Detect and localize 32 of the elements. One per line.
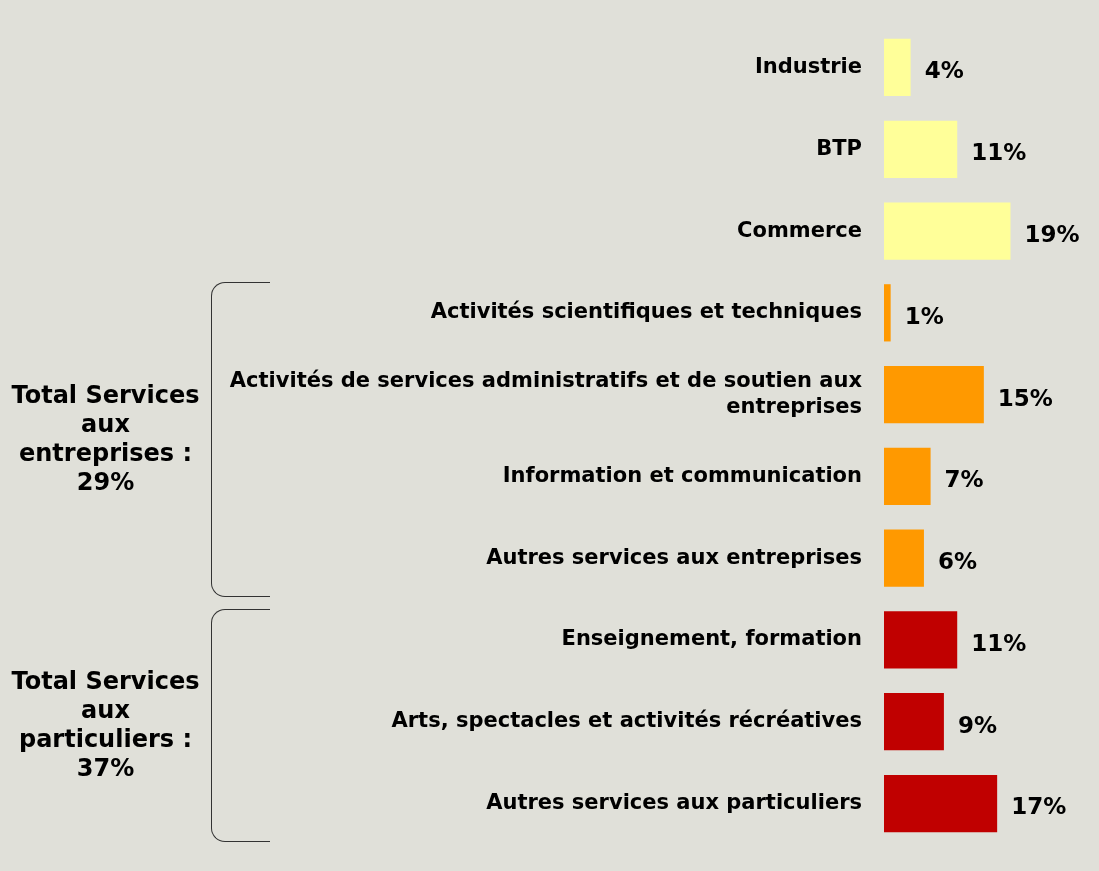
y-tick-label: Information et communication xyxy=(502,462,862,487)
data-label: 11% xyxy=(971,139,1027,166)
data-label: 19% xyxy=(1024,221,1080,248)
bar xyxy=(884,365,984,424)
bar xyxy=(884,202,1011,260)
y-tick-label: Industrie xyxy=(754,53,862,78)
bar xyxy=(884,774,998,833)
bar xyxy=(884,693,944,751)
data-label: 1% xyxy=(904,302,944,329)
bar xyxy=(884,529,924,587)
y-tick-label: Autres services aux entreprises xyxy=(486,544,862,569)
data-label: 15% xyxy=(997,384,1053,411)
y-tick-label: Autres services aux particuliers xyxy=(486,789,862,814)
data-label: 6% xyxy=(937,548,977,575)
bar xyxy=(884,447,931,506)
text: Total Services aux particuliers : 37% xyxy=(10,666,201,783)
data-label: 4% xyxy=(924,57,964,84)
bar xyxy=(884,284,891,342)
y-tick-label: Commerce xyxy=(737,217,862,242)
y-tick-label: Activités scientifiques et techniques xyxy=(430,299,862,324)
y-tick-label: Activités de services administratifs et de soutien aux entreprises xyxy=(229,368,863,418)
data-label: 7% xyxy=(944,466,984,493)
data-label: 11% xyxy=(971,629,1027,656)
y-tick-label: Arts, spectacles et activités récréatives xyxy=(391,708,862,733)
text: Total Services aux entreprises : 29% xyxy=(10,380,201,497)
y-tick-label: BTP xyxy=(816,135,862,160)
data-label: 17% xyxy=(1011,793,1067,820)
y-tick-label: Enseignement, formation xyxy=(561,626,862,651)
bar xyxy=(884,120,958,178)
data-label: 9% xyxy=(957,711,997,738)
bar xyxy=(884,38,911,97)
bar xyxy=(884,611,958,669)
